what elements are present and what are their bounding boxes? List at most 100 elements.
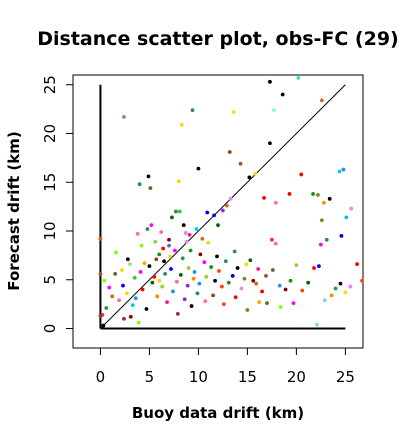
data-point: [287, 192, 292, 196]
data-point: [170, 215, 174, 220]
data-point: [120, 268, 124, 272]
data-point: [175, 311, 180, 316]
data-point: [173, 209, 178, 214]
data-point: [122, 316, 126, 321]
data-point: [117, 298, 121, 303]
data-point: [339, 233, 344, 238]
y-tick-label: 0: [41, 324, 59, 334]
data-point: [321, 200, 326, 205]
data-point: [256, 267, 261, 271]
data-point: [157, 278, 162, 283]
data-point: [148, 186, 153, 191]
data-point: [165, 300, 169, 305]
data-point: [122, 115, 126, 119]
data-point: [300, 288, 305, 293]
data-point: [273, 200, 278, 205]
data-point: [177, 209, 182, 214]
y-tick-label: 5: [41, 275, 59, 285]
data-point: [221, 302, 226, 307]
data-point: [180, 256, 185, 261]
data-point: [283, 287, 288, 292]
data-point: [157, 252, 162, 257]
data-point: [147, 264, 152, 268]
data-points: [98, 76, 364, 328]
data-point: [338, 281, 343, 286]
y-tick-label: 25: [41, 75, 59, 94]
data-point: [178, 272, 183, 277]
y-tick-label: 20: [41, 124, 59, 143]
data-point: [215, 254, 219, 259]
data-point: [223, 259, 228, 264]
x-axis-ticks: 0 5 10 15 20 25: [96, 348, 355, 386]
data-point: [265, 301, 269, 306]
x-axis-label: Buoy data drift (km): [132, 404, 304, 422]
data-point: [329, 293, 334, 298]
x-tick-label: 25: [336, 368, 355, 386]
data-point: [270, 268, 275, 272]
data-point: [213, 278, 217, 283]
data-point: [204, 274, 209, 279]
data-point: [211, 293, 216, 298]
data-point: [257, 300, 262, 305]
x-tick-label: 0: [96, 368, 106, 386]
data-point: [172, 248, 177, 253]
identity: [100, 84, 346, 329]
data-point: [278, 305, 283, 309]
data-point: [206, 240, 211, 245]
data-point: [159, 230, 164, 234]
data-point: [355, 262, 360, 267]
data-point: [299, 172, 304, 177]
data-point: [169, 267, 173, 271]
data-point: [344, 215, 349, 220]
data-point: [132, 275, 137, 280]
data-point: [190, 108, 195, 112]
y-tick-label: 10: [41, 221, 59, 240]
data-point: [226, 280, 231, 285]
data-point: [242, 276, 247, 281]
data-point: [315, 322, 319, 327]
data-point: [230, 273, 235, 278]
data-point: [198, 252, 203, 257]
data-point: [254, 281, 259, 286]
data-point: [155, 294, 160, 299]
data-point: [202, 260, 207, 265]
x-tick-label: 20: [287, 368, 306, 386]
data-point: [192, 270, 197, 274]
data-point: [191, 276, 196, 281]
data-point: [140, 287, 145, 292]
data-point: [280, 92, 285, 97]
data-point: [185, 283, 190, 288]
data-point: [220, 208, 225, 213]
data-point: [277, 283, 282, 288]
data-point: [194, 227, 199, 231]
data-point: [319, 218, 324, 223]
reference-lines: [99, 84, 346, 330]
data-point: [268, 79, 272, 84]
data-point: [98, 272, 103, 276]
data-point: [319, 98, 324, 103]
data-point: [247, 175, 252, 180]
data-point: [153, 239, 158, 244]
data-point: [224, 203, 229, 208]
data-point: [244, 262, 249, 267]
data-point: [174, 279, 179, 284]
data-point: [104, 306, 109, 310]
data-point: [130, 303, 135, 307]
data-point: [195, 291, 200, 296]
data-point: [184, 239, 189, 244]
data-point: [260, 289, 264, 294]
data-point: [121, 283, 125, 288]
data-point: [167, 237, 171, 242]
data-point: [152, 274, 157, 279]
data-point: [168, 254, 172, 259]
data-point: [253, 171, 258, 176]
data-point: [291, 301, 296, 306]
data-point: [138, 270, 143, 274]
data-point: [333, 286, 338, 291]
data-point: [317, 264, 321, 268]
plot-frame: [72, 74, 364, 349]
data-point: [306, 280, 311, 285]
data-point: [322, 298, 327, 303]
data-point: [324, 237, 329, 242]
data-point: [182, 297, 187, 302]
